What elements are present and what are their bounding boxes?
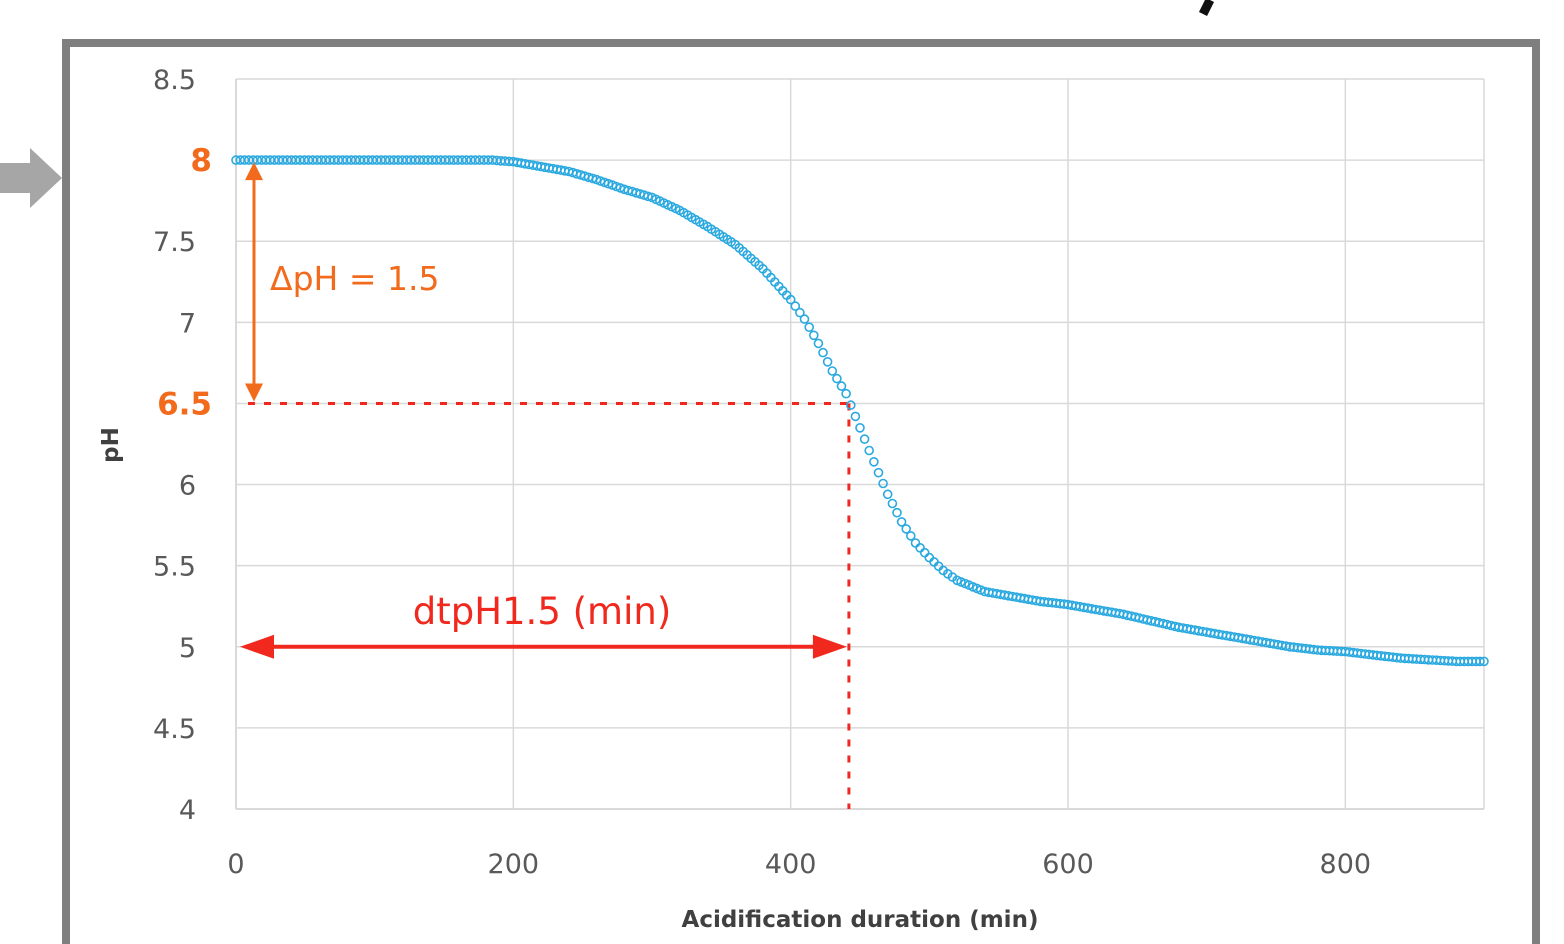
x-tick-label: 600 [1042,849,1094,880]
y-tick-label: 4 [179,795,196,826]
x-tick-label: 400 [765,849,817,880]
data-point [887,498,898,509]
axis-lines [235,79,1484,810]
y-tick-labels: 4 4.5 5 5.5 6 7 7.5 8.5 [153,65,196,826]
data-point [1479,656,1489,667]
dt-arrow-head-right-icon [812,634,847,659]
y-tick-label: 5.5 [153,552,196,583]
data-point [785,294,796,305]
clipped-glyph-icon [1198,0,1215,17]
dt-arrow-head-left-icon [240,634,274,659]
data-point [915,542,925,553]
data-point [905,531,916,541]
y-tick-label: 7.5 [153,227,196,258]
data-point [813,338,824,349]
data-point [795,307,805,318]
delta-arrow-head-down-icon [245,383,263,402]
x-tick-label: 200 [488,849,540,880]
y-tick-label: 6 [179,471,196,502]
guide-lines [248,401,851,809]
dt-label: dtpH1.5 (min) [413,590,672,633]
pointer-arrow-icon [0,148,62,208]
y-axis-title: pH [98,427,124,463]
y-highlight-tick-label: 6.5 [157,386,212,422]
data-point [910,538,921,548]
delta-arrow-head-up-icon [245,162,263,181]
data-point [799,314,810,324]
data-point [864,445,875,456]
x-tick-label: 800 [1320,849,1372,880]
data-point [873,467,884,478]
y-highlight-tick-labels: 86.5 [157,143,212,422]
data-point [790,301,801,311]
data-point [818,347,828,358]
data-point [841,388,851,399]
y-tick-label: 5 [179,633,196,664]
y-highlight-tick-label: 8 [190,143,212,179]
data-point [845,400,856,410]
annotations: ΔpH = 1.5 dtpH1.5 (min) [240,162,847,659]
chart-frame [62,39,1540,944]
data-point [882,489,893,500]
gridlines [236,78,1485,809]
data-point [827,366,838,376]
y-tick-label: 8.5 [153,65,196,96]
y-tick-label: 7 [179,308,196,339]
series-markers [231,155,1489,667]
delta-ph-label: ΔpH = 1.5 [270,259,439,298]
data-point [878,478,888,489]
data-point [808,330,819,341]
data-point [643,191,653,202]
data-point [901,524,912,534]
data-point [892,507,902,518]
data-point [896,517,907,527]
data-point [869,456,879,467]
data-point [822,356,833,367]
data-point [855,422,865,433]
data-point [919,547,930,558]
data-point [859,434,870,444]
data-point [1475,656,1485,667]
y-tick-label: 4.5 [153,714,196,745]
data-point [836,381,847,391]
x-tick-label: 0 [227,849,244,880]
data-point [804,322,815,333]
x-axis-title: Acidification duration (min) [682,907,1039,933]
data-point [832,373,842,384]
x-tick-labels: 0 200 400 600 800 [227,849,1371,880]
data-point [850,411,861,422]
